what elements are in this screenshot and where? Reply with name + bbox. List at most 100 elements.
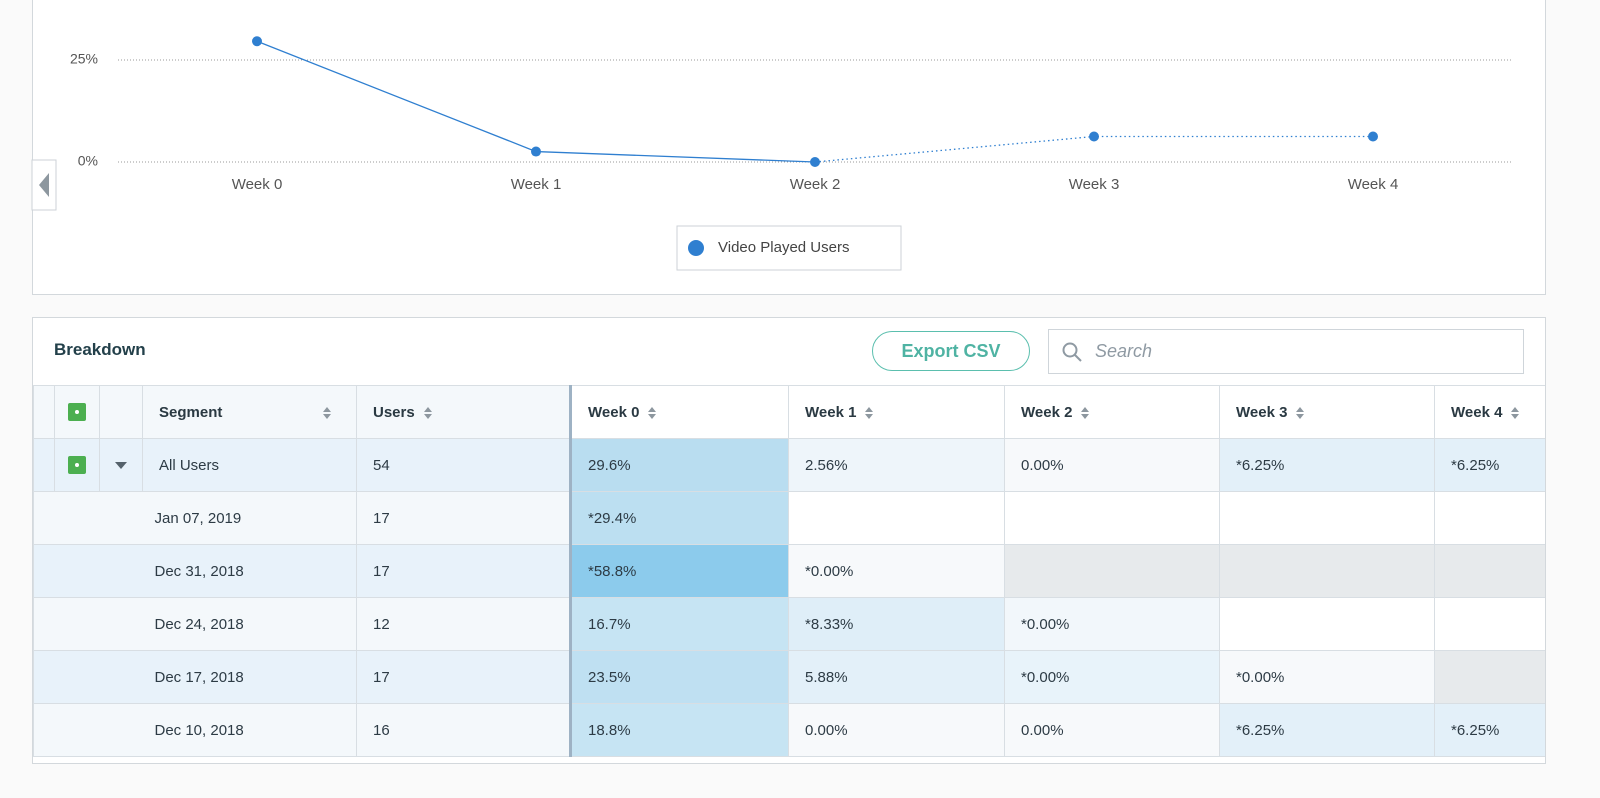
legend-box — [676, 225, 902, 271]
header-row: Segment Users Week 0 Week 1 Week 2 Week 3 Week… — [33, 385, 1545, 439]
y-tick-label: 25% — [70, 51, 98, 67]
cell — [33, 491, 143, 545]
series-line — [256, 40, 816, 163]
column-label: Segment — [159, 403, 223, 421]
users-cell: 17 — [356, 491, 571, 545]
column-label: Week 4 — [1451, 403, 1503, 421]
segment-cell: Dec 17, 2018 — [142, 650, 357, 704]
sort-icon[interactable] — [864, 406, 874, 420]
x-tick-label: Week 4 — [1348, 176, 1399, 193]
column-header[interactable]: Week 2 — [1004, 385, 1220, 439]
sort-icon[interactable] — [647, 406, 657, 420]
table-title: Breakdown — [54, 340, 146, 359]
search-input[interactable]: Search — [1048, 329, 1524, 374]
empty-cell — [1219, 597, 1435, 651]
retention-cell: 2.56% — [788, 438, 1005, 492]
empty-cell — [1004, 491, 1220, 545]
column-header[interactable]: Week 3 — [1219, 385, 1435, 439]
column-header[interactable]: Week 4 — [1434, 385, 1545, 439]
sort-icon[interactable] — [322, 406, 332, 420]
x-tick-label: Week 1 — [511, 176, 562, 193]
retention-cell: 18.8% — [569, 703, 789, 757]
retention-cell: 16.7% — [569, 597, 789, 651]
table-body: Segment Users Week 0 Week 1 Week 2 Week 3 Week… — [33, 385, 1545, 757]
table-row: Dec 24, 2018 12 16.7% *8.33% *0.00% — [33, 597, 1545, 651]
retention-cell: 23.5% — [569, 650, 789, 704]
retention-cell: *29.4% — [569, 491, 789, 545]
cell — [33, 544, 143, 598]
column-header[interactable]: Week 1 — [788, 385, 1005, 439]
retention-cell: *8.33% — [788, 597, 1005, 651]
checkbox[interactable] — [68, 456, 86, 475]
checkbox[interactable] — [68, 403, 86, 422]
retention-cell: *0.00% — [1004, 650, 1220, 704]
data-point — [252, 36, 262, 47]
legend-marker — [688, 240, 704, 256]
table-panel: Breakdown Export CSV Search Segment Users… — [32, 317, 1546, 764]
retention-cell: *6.25% — [1434, 703, 1545, 757]
retention-cell: *6.25% — [1219, 703, 1435, 757]
sort-icon[interactable] — [1295, 406, 1305, 420]
column-label: Week 1 — [805, 403, 857, 421]
retention-cell: 5.88% — [788, 650, 1005, 704]
empty-cell — [1434, 650, 1545, 704]
expand-toggle[interactable] — [114, 460, 128, 470]
cell — [33, 597, 143, 651]
data-point — [810, 157, 820, 167]
retention-cell: *58.8% — [569, 544, 789, 598]
segment-cell: Jan 07, 2019 — [142, 491, 357, 545]
cell — [33, 703, 143, 757]
empty-cell — [1219, 544, 1435, 598]
column-label: Week 2 — [1021, 403, 1073, 421]
empty-cell — [1434, 597, 1545, 651]
cell — [99, 438, 143, 492]
segment-cell: Dec 31, 2018 — [142, 544, 357, 598]
header-cell — [99, 385, 143, 439]
cell — [54, 438, 100, 492]
data-point — [1089, 131, 1099, 142]
retention-cell: *0.00% — [788, 544, 1005, 598]
empty-cell — [788, 491, 1005, 545]
x-tick-label: Week 0 — [232, 176, 283, 193]
search-placeholder: Search — [1095, 341, 1153, 361]
retention-cell: *6.25% — [1434, 438, 1545, 492]
x-tick-label: Week 3 — [1069, 176, 1120, 193]
sort-icon[interactable] — [1080, 406, 1090, 420]
retention-cell: 0.00% — [788, 703, 1005, 757]
column-label: Week 0 — [588, 403, 640, 421]
empty-cell — [1004, 544, 1220, 598]
table-row: Dec 10, 2018 16 18.8% 0.00% 0.00% *6.25% *6.25… — [33, 703, 1545, 757]
table-row: Dec 17, 2018 17 23.5% 5.88% *0.00% *0.00% — [33, 650, 1545, 704]
export-button[interactable]: Export CSV — [872, 331, 1030, 371]
users-cell: 17 — [356, 650, 571, 704]
sort-icon[interactable] — [423, 406, 433, 420]
legend-label: Video Played Users — [718, 239, 849, 256]
chart: 0% 25% Week 0 Week 1 Week 2 Week 3 Week 4 Video… — [31, 36, 1512, 271]
header-cell — [54, 385, 100, 439]
empty-cell — [1434, 544, 1545, 598]
retention-cell: 0.00% — [1004, 703, 1220, 757]
prev-arrow[interactable] — [39, 173, 49, 197]
column-header[interactable]: Users — [356, 385, 571, 439]
search-icon — [1062, 342, 1082, 362]
header-cell — [33, 385, 55, 439]
x-tick-label: Week 2 — [790, 176, 841, 193]
users-cell: 16 — [356, 703, 571, 757]
sort-icon[interactable] — [1510, 406, 1520, 420]
data-point — [531, 146, 541, 157]
column-label: Users — [373, 403, 415, 421]
segment-cell: All Users — [142, 438, 357, 492]
users-cell: 12 — [356, 597, 571, 651]
retention-cell: *0.00% — [1219, 650, 1435, 704]
retention-cell: 29.6% — [569, 438, 789, 492]
table-row: Jan 07, 2019 17 *29.4% — [33, 491, 1545, 545]
column-header[interactable]: Week 0 — [569, 385, 789, 439]
table-row: Dec 31, 2018 17 *58.8% *0.00% — [33, 544, 1545, 598]
users-cell: 54 — [356, 438, 571, 492]
breakdown-table: Segment Users Week 0 Week 1 Week 2 Week 3 Week… — [33, 385, 1545, 757]
segment-cell: Dec 24, 2018 — [142, 597, 357, 651]
column-header[interactable]: Segment — [142, 385, 357, 439]
cell — [33, 650, 143, 704]
